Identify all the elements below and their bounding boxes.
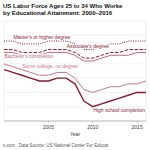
series-line xyxy=(4,41,146,50)
footer: s.com Data Source: US National Center Fo… xyxy=(3,143,109,148)
x-tick-label: 2010 xyxy=(87,124,98,130)
x-axis-label: Year xyxy=(70,131,80,137)
x-tick-label: 2005 xyxy=(43,124,54,130)
series-line xyxy=(4,50,146,59)
grid-line xyxy=(4,49,146,50)
line-label: Bachelor's completion xyxy=(5,53,54,59)
line-label: Master's or higher degree xyxy=(13,34,70,40)
x-axis xyxy=(4,121,146,122)
chart: US Labor Force Ages 25 to 34 Who Workeby… xyxy=(0,0,150,150)
plot-frame xyxy=(4,21,146,121)
line-label: High school completion xyxy=(93,107,145,113)
grid-line xyxy=(4,92,146,93)
x-tick-label: 2015 xyxy=(132,124,143,130)
series-line xyxy=(4,70,146,107)
subtitle: by Educational Attainment: 2000–2016 xyxy=(3,10,113,16)
line-label: Associate's degree xyxy=(67,43,109,49)
title: US Labor Force Ages 25 to 34 Who Worke xyxy=(3,3,123,9)
lines xyxy=(4,41,146,107)
line-label: Some college, no degree xyxy=(22,63,78,69)
series-line xyxy=(4,52,146,61)
